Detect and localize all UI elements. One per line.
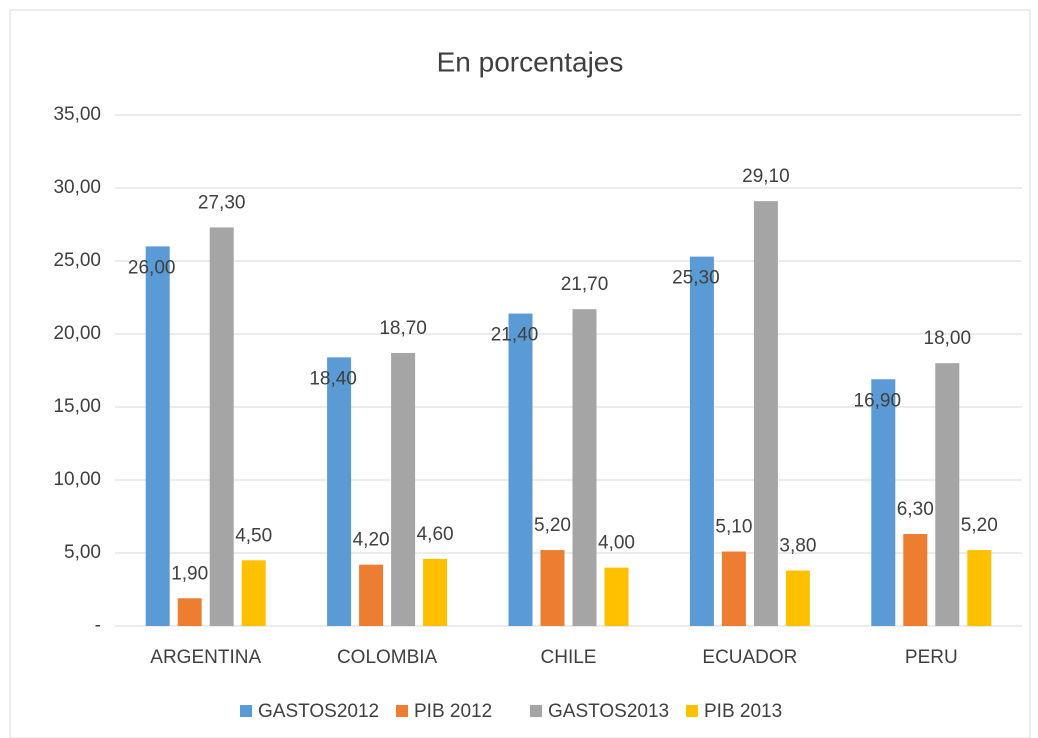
data-label: 29,10 xyxy=(742,166,790,187)
data-label: 18,70 xyxy=(379,318,427,339)
data-label: 4,00 xyxy=(598,533,635,554)
bar xyxy=(359,564,384,626)
legend-swatch xyxy=(686,705,698,717)
y-tick-label: 15,00 xyxy=(53,396,101,417)
y-tick-label: 5,00 xyxy=(64,542,101,563)
legend-label: PIB 2012 xyxy=(414,701,492,722)
data-label: 21,70 xyxy=(561,274,609,295)
y-tick-label: 35,00 xyxy=(53,104,101,125)
legend-label: GASTOS2012 xyxy=(258,701,379,722)
bar xyxy=(604,567,629,626)
x-tick-label: ECUADOR xyxy=(702,647,797,668)
bar xyxy=(785,570,810,626)
y-tick-label: - xyxy=(95,615,101,636)
legend-swatch xyxy=(396,705,408,717)
data-label: 3,80 xyxy=(779,536,816,557)
data-label: 5,10 xyxy=(715,517,752,538)
bar xyxy=(209,227,234,627)
data-label: 27,30 xyxy=(198,192,246,213)
bar xyxy=(572,309,597,626)
x-tick-label: COLOMBIA xyxy=(337,647,438,668)
bar xyxy=(967,550,992,626)
bar xyxy=(903,534,928,626)
x-tick-label: ARGENTINA xyxy=(150,647,261,668)
legend-swatch xyxy=(530,705,542,717)
legend-label: GASTOS2013 xyxy=(548,701,669,722)
data-label: 16,90 xyxy=(854,390,902,411)
bar xyxy=(327,357,352,626)
y-tick-label: 10,00 xyxy=(53,469,101,490)
chart-title: En porcentajes xyxy=(437,46,624,77)
bar xyxy=(935,363,960,626)
bar xyxy=(177,598,202,626)
data-label: 6,30 xyxy=(897,499,934,520)
bar xyxy=(508,313,533,626)
data-label: 4,60 xyxy=(417,524,454,545)
y-tick-label: 25,00 xyxy=(53,250,101,271)
data-label: 25,30 xyxy=(672,268,720,289)
data-label: 18,40 xyxy=(309,368,357,389)
bar xyxy=(689,256,714,626)
data-label: 5,20 xyxy=(534,515,571,536)
data-label: 21,40 xyxy=(491,325,539,346)
bar xyxy=(540,550,565,626)
bar xyxy=(423,558,448,626)
y-tick-label: 20,00 xyxy=(53,323,101,344)
data-label: 26,00 xyxy=(128,257,176,278)
legend-swatch xyxy=(240,705,252,717)
data-label: 18,00 xyxy=(924,328,972,349)
bar xyxy=(753,201,778,626)
bar xyxy=(721,551,746,626)
data-label: 4,50 xyxy=(235,525,272,546)
legend-label: PIB 2013 xyxy=(704,701,782,722)
bar xyxy=(871,379,896,626)
data-label: 4,20 xyxy=(353,530,390,551)
y-tick-label: 30,00 xyxy=(53,177,101,198)
x-tick-label: PERU xyxy=(905,647,958,668)
bar xyxy=(241,560,266,626)
x-tick-label: CHILE xyxy=(541,647,597,668)
data-label: 1,90 xyxy=(171,563,208,584)
bar xyxy=(391,352,416,626)
bar xyxy=(145,246,170,626)
data-label: 5,20 xyxy=(961,515,998,536)
